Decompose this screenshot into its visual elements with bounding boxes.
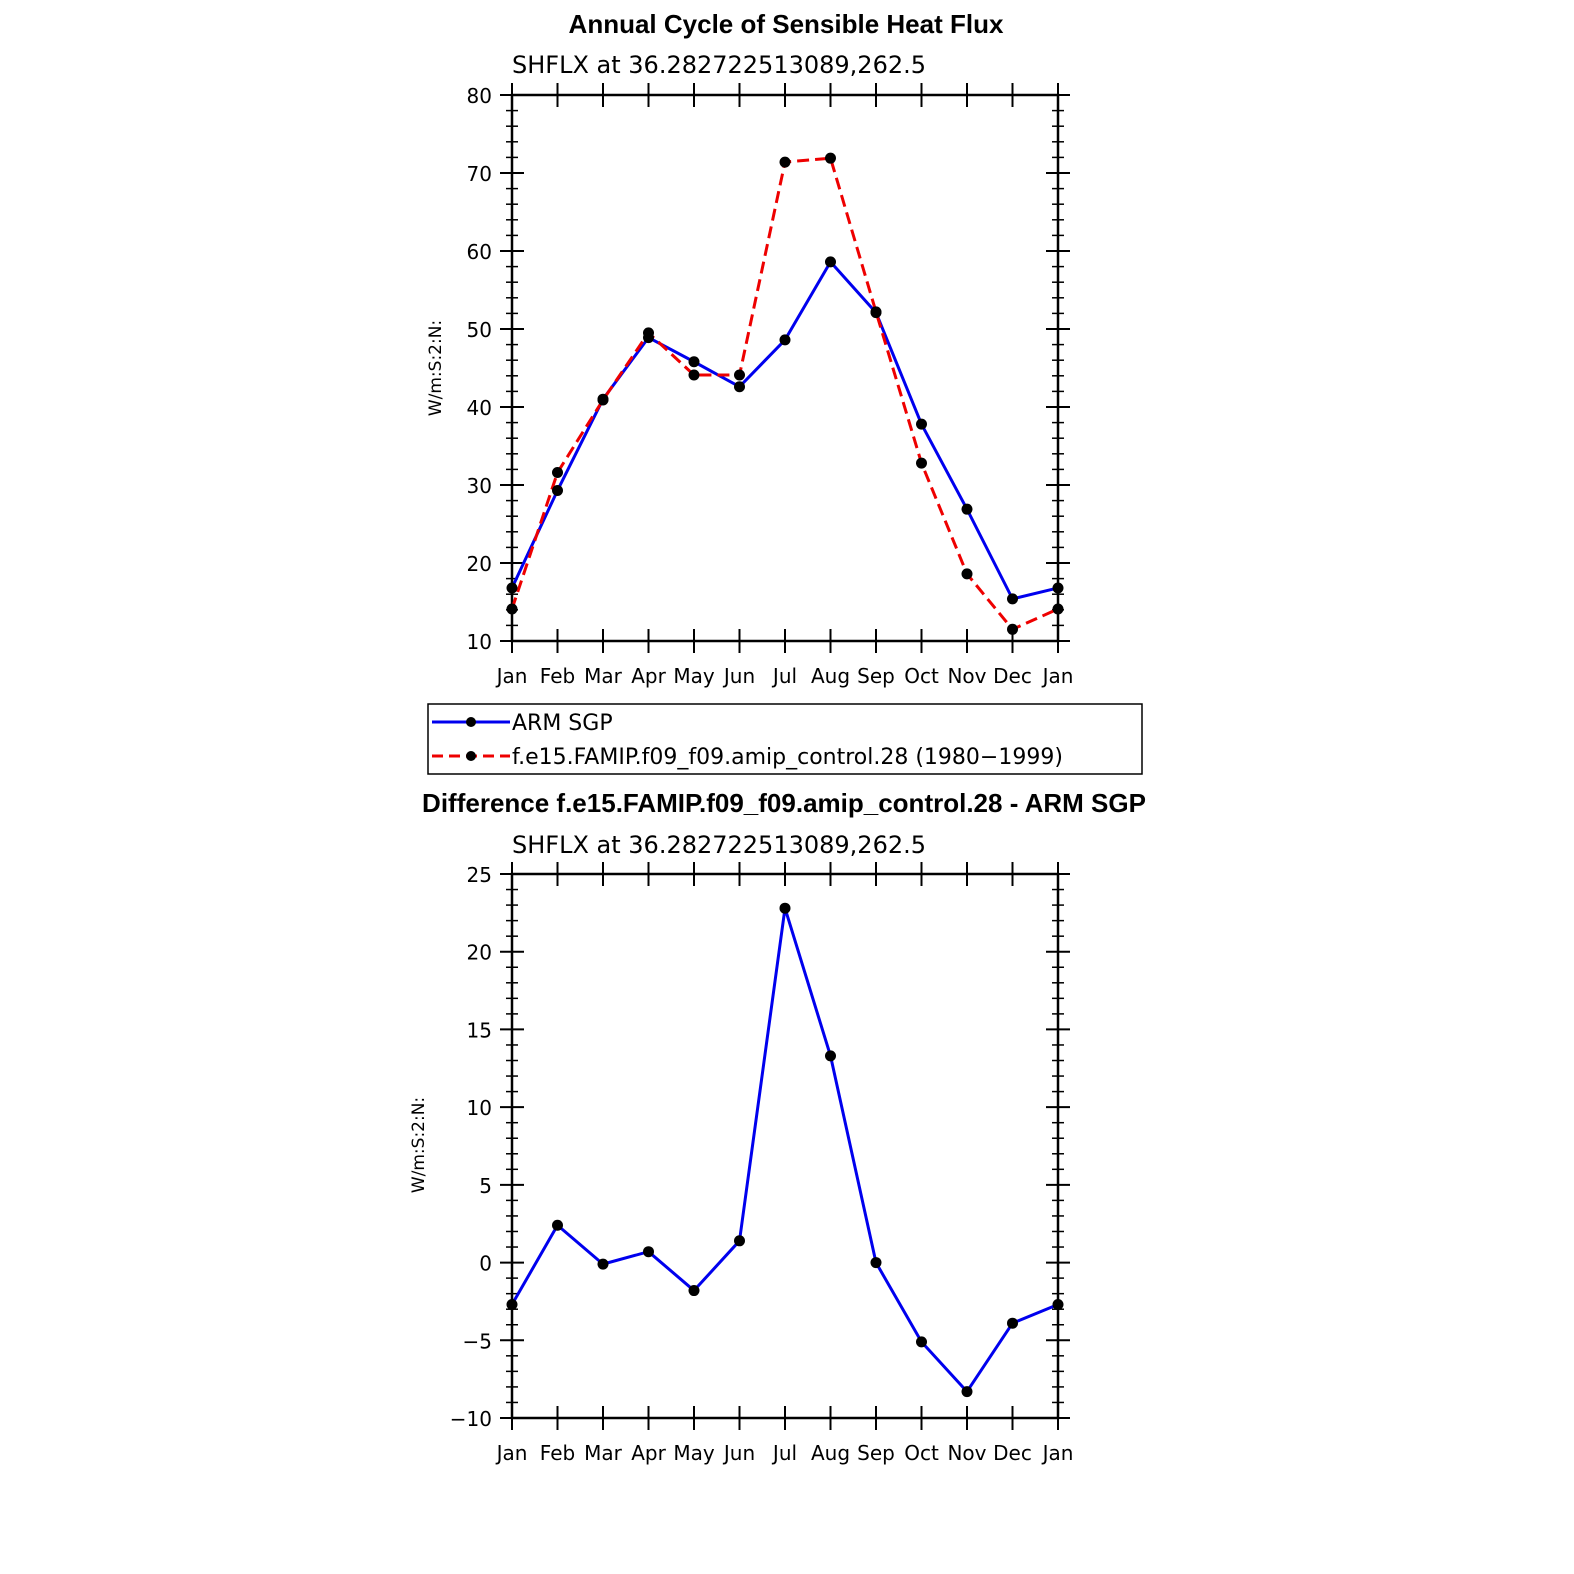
chart1-series-1-point	[825, 152, 836, 164]
chart1-xtick-label: Jan	[495, 664, 528, 688]
chart1-series-1-line	[510, 156, 1059, 631]
chart1-ytick-label: 20	[467, 552, 492, 576]
chart2-series-0-point	[734, 1235, 745, 1247]
chart1-xtick-label: Jun	[722, 664, 755, 688]
chart2-series-0-point	[1007, 1317, 1018, 1329]
chart1-series-1-point	[916, 457, 927, 469]
chart2-xtick-label: Jul	[771, 1441, 797, 1465]
chart2-xtick-label: May	[673, 1441, 715, 1465]
chart1-series-0-point	[734, 381, 745, 393]
chart2-series-0-point	[552, 1219, 563, 1231]
chart1-xtick-label: Sep	[857, 664, 895, 688]
chart2-ytick-label: −5	[463, 1329, 492, 1353]
chart2-xtick-label: Jun	[722, 1441, 755, 1465]
chart1-subtitle: SHFLX at 36.282722513089,262.5	[512, 51, 926, 79]
chart1-ytick-label: 50	[467, 318, 492, 342]
legend-label-arm-sgp: ARM SGP	[512, 711, 613, 736]
chart1-frame	[510, 93, 1060, 643]
chart1-series-1-point	[1052, 603, 1064, 615]
chart1-series-1-point	[643, 327, 654, 339]
chart1-xtick-label: Jul	[771, 664, 797, 688]
chart2-ytick-label: 20	[467, 941, 492, 965]
chart1-series-1-point	[688, 369, 700, 381]
chart2-series-0-point	[506, 1299, 518, 1311]
chart2-series-0-point	[643, 1246, 654, 1258]
chart1-xtick-label: Oct	[904, 664, 939, 688]
chart2-frame	[510, 872, 1060, 1420]
legend-box	[427, 703, 1143, 775]
legend-label-model: f.e15.FAMIP.f09_f09.amip_control.28 (198…	[512, 745, 1063, 770]
chart2-ytick-label: 15	[467, 1018, 492, 1042]
chart2-xtick-label: Mar	[584, 1441, 623, 1465]
chart1-series-0-point	[1007, 593, 1018, 605]
chart1-series-1-point	[734, 369, 745, 381]
chart2-series-0-point	[1052, 1299, 1064, 1311]
chart2-ytick-label: 0	[479, 1252, 492, 1276]
chart1-ytick-label: 10	[467, 630, 492, 654]
chart1-series-0-point	[916, 418, 927, 430]
legend: ARM SGP f.e15.FAMIP.f09_f09.amip_control…	[427, 703, 1143, 775]
chart1-series-0-point	[688, 356, 700, 368]
chart2-xtick-label: Apr	[631, 1441, 666, 1465]
chart1-ytick-label: 40	[467, 396, 492, 420]
chart2-series-0-point	[870, 1257, 882, 1269]
chart2-series-0-point	[825, 1050, 836, 1062]
chart2-ytick-label: 25	[467, 863, 492, 887]
chart2-ytick-label: 5	[479, 1174, 492, 1198]
chart2-xtick-label: Feb	[540, 1441, 575, 1465]
chart1-series-1-point	[779, 156, 791, 168]
chart1-xtick-label: Mar	[584, 664, 623, 688]
chart1-xtick-label: Jan	[1041, 664, 1074, 688]
chart2-xtick-label: Oct	[904, 1441, 939, 1465]
chart2-ylabel: W/m:S:2:N:	[409, 1097, 429, 1193]
chart1-xtick-label: Apr	[631, 664, 666, 688]
chart2-plot: −10 −5 0 5 10 15 20 25 Jan Feb Mar Apr May Jun Jul Aug S…	[450, 862, 1074, 1465]
chart2-title: Difference f.e15.FAMIP.f09_f09.amip_cont…	[422, 788, 1146, 818]
chart1-series-0-point	[1052, 582, 1064, 594]
chart1-series-1-point	[1007, 623, 1018, 635]
chart2-xtick-label: Aug	[811, 1441, 850, 1465]
chart1-xtick-label: Feb	[540, 664, 575, 688]
chart1-ytick-label: 60	[467, 240, 492, 264]
chart2-series-0-point	[779, 902, 791, 914]
chart2-series-0-point	[688, 1285, 700, 1297]
chart2-series-0-point	[916, 1336, 927, 1348]
chart1-series-0-point	[961, 503, 973, 515]
legend-marker-arm-sgp	[466, 717, 476, 727]
chart1-series-1-point	[597, 394, 609, 406]
legend-marker-model	[466, 751, 476, 761]
chart1-ytick-label: 30	[467, 474, 492, 498]
chart1-xtick-label: May	[673, 664, 715, 688]
chart1-xtick-label: Nov	[947, 664, 986, 688]
chart2-subtitle: SHFLX at 36.282722513089,262.5	[512, 831, 926, 859]
chart1-series-1-point	[961, 568, 973, 580]
chart1-ylabel: W/m:S:2:N:	[426, 320, 446, 416]
chart2-xtick-label: Jan	[495, 1441, 528, 1465]
chart1-series-0-point	[825, 256, 836, 268]
chart1-ytick-label: 80	[467, 84, 492, 108]
chart2-series-0-point	[597, 1258, 609, 1270]
chart1-plot: 10 20 30 40 50 60 70 80 Jan Feb Mar Apr May Jun Jul Aug…	[467, 83, 1074, 688]
chart1-series-1-point	[552, 467, 563, 479]
chart1-series-0-point	[779, 334, 791, 346]
chart2-series-0-line	[510, 906, 1059, 1394]
chart2-ytick-label: −10	[450, 1407, 492, 1431]
chart1-series-0-line	[510, 260, 1059, 601]
chart1-series-1-point	[506, 603, 518, 615]
chart2-xtick-label: Jan	[1041, 1441, 1074, 1465]
chart2-xtick-label: Dec	[993, 1441, 1032, 1465]
chart1-xtick-label: Aug	[811, 664, 850, 688]
chart1-series-0-point	[552, 484, 563, 496]
chart1-xtick-label: Dec	[993, 664, 1032, 688]
chart2-ytick-label: 10	[467, 1096, 492, 1120]
chart1-series-1-point	[870, 306, 882, 318]
chart1-title: Annual Cycle of Sensible Heat Flux	[569, 9, 1004, 39]
chart2-xtick-label: Sep	[857, 1441, 895, 1465]
chart1-series-0-point	[506, 582, 518, 594]
chart2-xtick-label: Nov	[947, 1441, 986, 1465]
chart1-ytick-label: 70	[467, 162, 492, 186]
chart2-series-0-point	[961, 1386, 973, 1398]
